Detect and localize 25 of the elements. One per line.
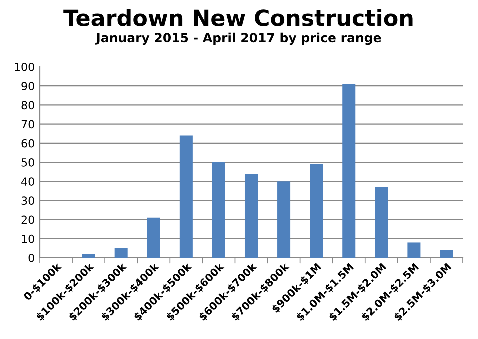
- y-tick-label: 100: [15, 62, 34, 72]
- bar: [342, 84, 356, 258]
- y-tick-label: 30: [22, 196, 34, 206]
- bar: [82, 254, 96, 258]
- bar: [408, 242, 421, 258]
- y-tick-label: 0: [28, 254, 34, 262]
- bar: [147, 218, 160, 258]
- bar: [278, 182, 291, 258]
- chart-title: Teardown New Construction: [64, 9, 413, 26]
- y-tick-label: 60: [22, 139, 34, 148]
- bar: [212, 162, 226, 258]
- y-tick-label: 40: [22, 178, 34, 186]
- y-tick-label: 10: [22, 234, 34, 244]
- bar: [180, 136, 193, 258]
- y-tick-label: 50: [22, 158, 34, 167]
- chart-subtitle: January 2015 - April 2017 by price range: [96, 32, 382, 46]
- bar: [440, 250, 454, 258]
- bar: [375, 187, 388, 258]
- bar: [310, 164, 324, 258]
- bar: [244, 174, 258, 258]
- y-tick-label: 70: [22, 120, 34, 129]
- y-tick-label: 80: [22, 101, 34, 110]
- y-tick-label: 20: [22, 216, 34, 224]
- y-tick-label: 90: [22, 82, 34, 90]
- bar: [114, 248, 128, 258]
